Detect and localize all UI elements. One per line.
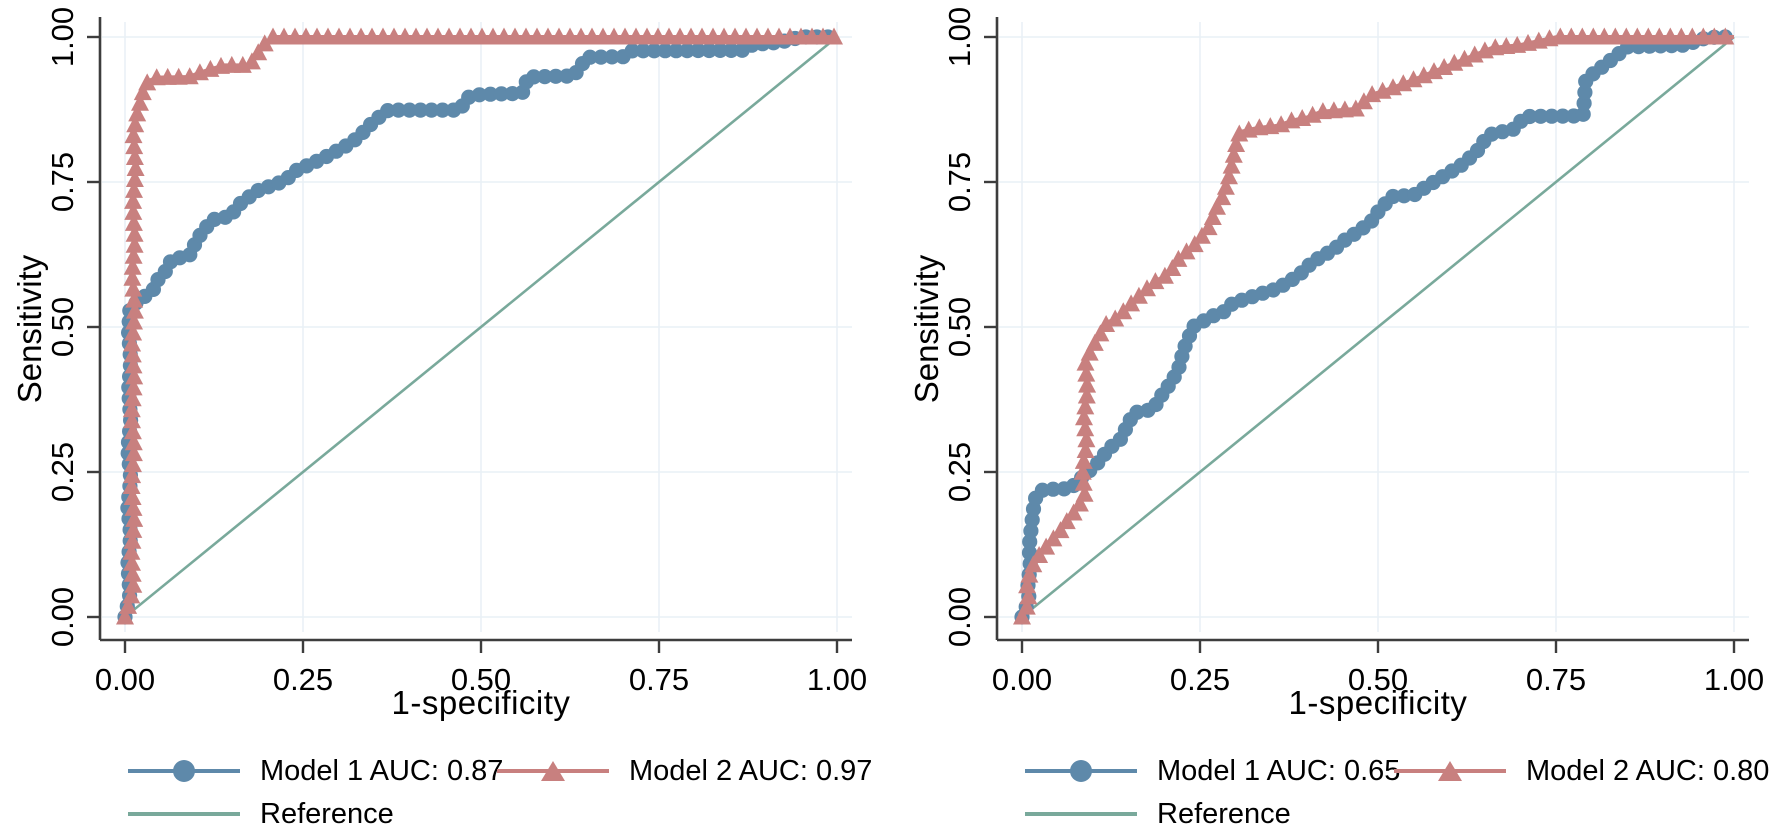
y-tick-label: 0.00	[45, 587, 80, 647]
circle-marker-icon	[1070, 760, 1092, 782]
x-tick-label: 0.50	[1348, 662, 1408, 697]
triangle-marker-icon	[1438, 761, 1462, 781]
roc-plot-left: 0.00 0.00 0.25 0.25 0.50 0.50 0.75 0.75 1.00 1.00	[45, 7, 867, 697]
roc-panel-right: 0.00 0.00 0.25 0.25 0.50 0.50 0.75 0.75 1.00 1.00…	[897, 0, 1770, 836]
x-tick-label: 0.75	[1526, 662, 1586, 697]
y-tick-label: 0.50	[942, 297, 977, 357]
legend-entry-model2: Model 2 AUC: 0.80	[1394, 752, 1769, 790]
y-tick-label: 0.75	[45, 152, 80, 212]
reference-swatch	[128, 799, 240, 829]
legend-label-model1: Model 1 AUC: 0.87	[260, 754, 504, 787]
y-tick-label: 0.25	[942, 442, 977, 502]
model2-swatch	[1394, 756, 1506, 786]
x-tick-label: 0.25	[273, 662, 333, 697]
line-swatch-icon	[128, 812, 240, 816]
y-axis-title: Sensitivity	[908, 254, 945, 404]
legend-label-model1: Model 1 AUC: 0.65	[1157, 754, 1401, 787]
legend-label-model2: Model 2 AUC: 0.97	[629, 754, 873, 787]
x-axis-title: 1-specificity	[1288, 684, 1468, 721]
model1-swatch	[128, 756, 240, 786]
series-reference	[124, 35, 838, 619]
y-tick-label: 0.25	[45, 442, 80, 502]
legend-label-model2: Model 2 AUC: 0.80	[1526, 754, 1770, 787]
series-reference	[1021, 35, 1735, 619]
roc-panel-left: 0.00 0.00 0.25 0.25 0.50 0.50 0.75 0.75 1.00 1.00…	[0, 0, 873, 836]
x-tick-label: 0.00	[95, 662, 155, 697]
x-tick-label: 0.50	[451, 662, 511, 697]
y-tick-label: 0.00	[942, 587, 977, 647]
series-model2	[1013, 27, 1735, 625]
x-tick-label: 1.00	[807, 662, 867, 697]
axes: 0.00 0.00 0.25 0.25 0.50 0.50 0.75 0.75 1.00 1.00	[45, 7, 867, 697]
model1-swatch	[1025, 756, 1137, 786]
triangle-marker-icon	[541, 761, 565, 781]
y-axis-title: Sensitivity	[11, 254, 48, 404]
model2-swatch	[497, 756, 609, 786]
legend-entry-model1: Model 1 AUC: 0.87	[128, 752, 503, 790]
legend-entry-reference: Reference	[1025, 795, 1291, 833]
series-model2	[116, 27, 843, 625]
legend-entry-model1: Model 1 AUC: 0.65	[1025, 752, 1400, 790]
axes: 0.00 0.00 0.25 0.25 0.50 0.50 0.75 0.75 1.00 1.00	[942, 7, 1764, 697]
legend-entry-model2: Model 2 AUC: 0.97	[497, 752, 872, 790]
circle-marker-icon	[173, 760, 195, 782]
x-tick-label: 1.00	[1704, 662, 1764, 697]
y-tick-label: 0.50	[45, 297, 80, 357]
y-tick-label: 1.00	[942, 7, 977, 67]
line-swatch-icon	[1025, 812, 1137, 816]
legend-label-reference: Reference	[260, 797, 394, 830]
x-axis-title: 1-specificity	[391, 684, 571, 721]
x-tick-label: 0.00	[992, 662, 1052, 697]
roc-plot-right: 0.00 0.00 0.25 0.25 0.50 0.50 0.75 0.75 1.00 1.00	[942, 7, 1764, 697]
y-tick-label: 0.75	[942, 152, 977, 212]
reference-swatch	[1025, 799, 1137, 829]
x-tick-label: 0.75	[629, 662, 689, 697]
legend-entry-reference: Reference	[128, 795, 394, 833]
y-tick-label: 1.00	[45, 7, 80, 67]
legend-label-reference: Reference	[1157, 797, 1291, 830]
x-tick-label: 0.25	[1170, 662, 1230, 697]
gridlines	[102, 22, 852, 632]
